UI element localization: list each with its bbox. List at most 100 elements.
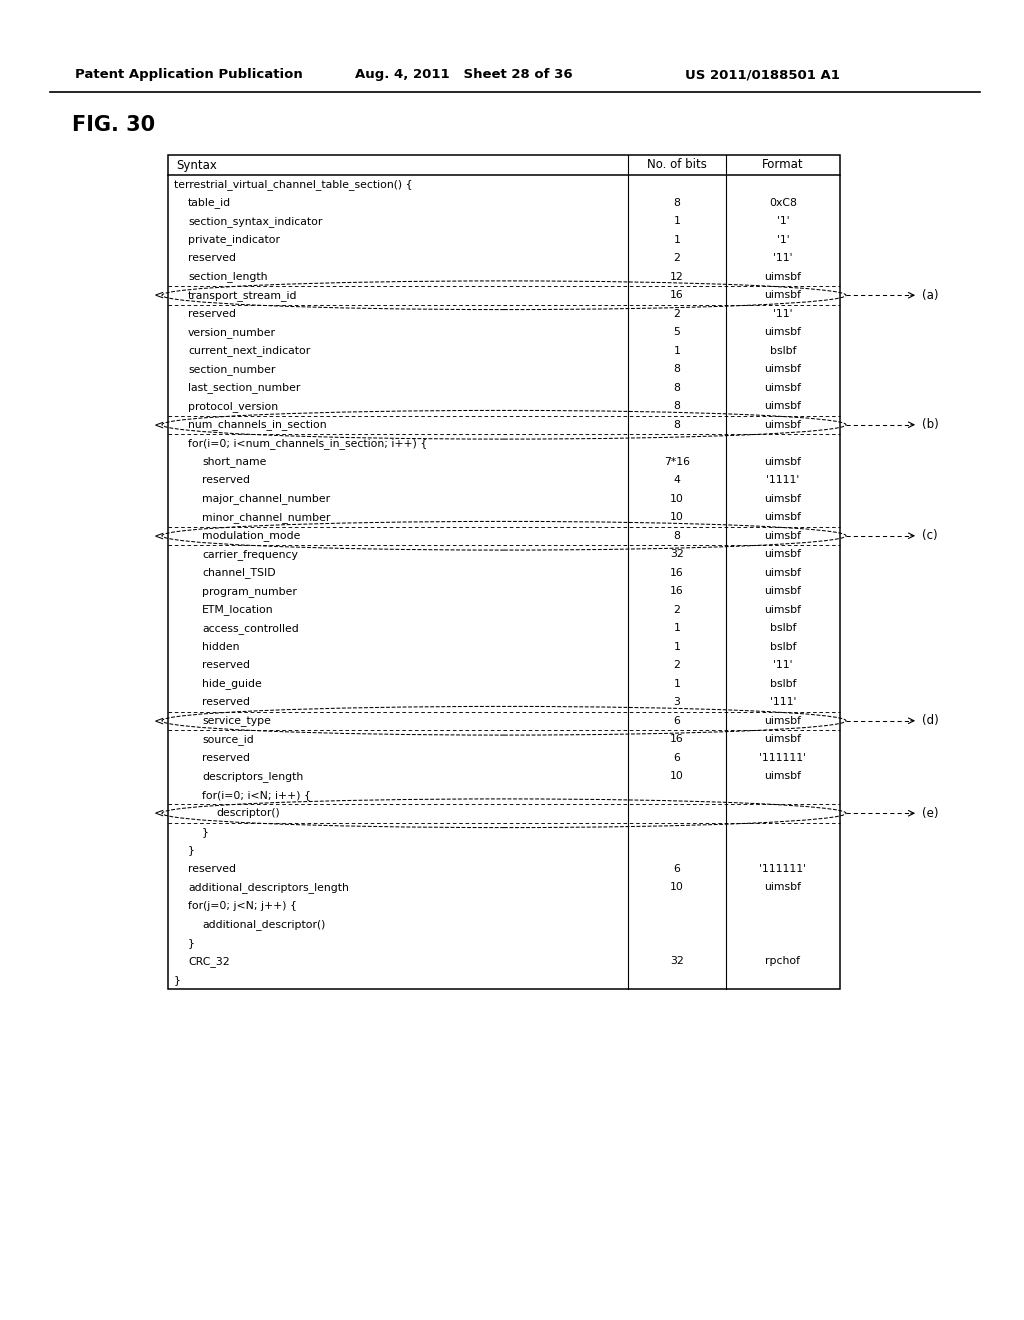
Text: major_channel_number: major_channel_number: [202, 494, 330, 504]
Text: (d): (d): [922, 714, 939, 727]
Text: '111': '111': [770, 697, 797, 708]
Text: uimsbf: uimsbf: [765, 549, 802, 560]
Text: '11': '11': [773, 660, 793, 671]
Text: uimsbf: uimsbf: [765, 512, 802, 523]
Text: version_number: version_number: [188, 327, 276, 338]
Text: num_channels_in_section: num_channels_in_section: [188, 420, 327, 430]
Text: hide_guide: hide_guide: [202, 678, 262, 689]
Text: section_length: section_length: [188, 272, 267, 282]
Text: 32: 32: [670, 549, 684, 560]
Text: table_id: table_id: [188, 197, 231, 209]
Text: No. of bits: No. of bits: [647, 158, 707, 172]
Text: <: <: [154, 807, 164, 820]
Text: '11': '11': [773, 253, 793, 263]
Text: 8: 8: [674, 383, 680, 393]
Text: uimsbf: uimsbf: [765, 586, 802, 597]
Text: 8: 8: [674, 364, 680, 375]
Text: 4: 4: [674, 475, 680, 486]
Text: protocol_version: protocol_version: [188, 401, 279, 412]
Text: section_number: section_number: [188, 364, 275, 375]
Text: 16: 16: [670, 734, 684, 744]
Text: 10: 10: [670, 882, 684, 892]
Text: uimsbf: uimsbf: [765, 290, 802, 300]
Text: minor_channel_number: minor_channel_number: [202, 512, 331, 523]
Text: transport_stream_id: transport_stream_id: [188, 290, 298, 301]
Text: for(j=0; j<N; j++) {: for(j=0; j<N; j++) {: [188, 900, 297, 911]
Text: reserved: reserved: [188, 309, 236, 318]
Text: private_indicator: private_indicator: [188, 234, 280, 246]
Text: section_syntax_indicator: section_syntax_indicator: [188, 215, 323, 227]
Text: terrestrial_virtual_channel_table_section() {: terrestrial_virtual_channel_table_sectio…: [174, 178, 413, 190]
Text: 6: 6: [674, 715, 680, 726]
Text: }: }: [174, 974, 181, 985]
Text: 1: 1: [674, 642, 680, 652]
Text: uimsbf: uimsbf: [765, 327, 802, 337]
Text: rpchof: rpchof: [766, 956, 801, 966]
Text: FIG. 30: FIG. 30: [72, 115, 155, 135]
Text: channel_TSID: channel_TSID: [202, 568, 275, 578]
Text: 0xC8: 0xC8: [769, 198, 797, 207]
Text: for(i=0; i<num_channels_in_section; i++) {: for(i=0; i<num_channels_in_section; i++)…: [188, 438, 427, 449]
Text: US 2011/0188501 A1: US 2011/0188501 A1: [685, 69, 840, 81]
Text: 2: 2: [674, 660, 680, 671]
Text: '1111': '1111': [766, 475, 800, 486]
Text: descriptor(): descriptor(): [216, 808, 280, 818]
Text: uimsbf: uimsbf: [765, 734, 802, 744]
Text: uimsbf: uimsbf: [765, 383, 802, 393]
Text: reserved: reserved: [202, 475, 250, 486]
Text: CRC_32: CRC_32: [188, 956, 229, 966]
Text: 16: 16: [670, 568, 684, 578]
Text: reserved: reserved: [202, 697, 250, 708]
Text: reserved: reserved: [188, 253, 236, 263]
Text: 1: 1: [674, 623, 680, 634]
Text: uimsbf: uimsbf: [765, 715, 802, 726]
Text: bslbf: bslbf: [770, 642, 797, 652]
Text: Format: Format: [762, 158, 804, 172]
Text: uimsbf: uimsbf: [765, 457, 802, 467]
Text: bslbf: bslbf: [770, 678, 797, 689]
Text: (a): (a): [922, 289, 939, 302]
Text: bslbf: bslbf: [770, 346, 797, 356]
Text: uimsbf: uimsbf: [765, 531, 802, 541]
Bar: [168, 154, 840, 989]
Text: modulation_mode: modulation_mode: [202, 531, 300, 541]
Text: short_name: short_name: [202, 457, 266, 467]
Text: uimsbf: uimsbf: [765, 420, 802, 430]
Text: <: <: [154, 529, 164, 543]
Text: reserved: reserved: [202, 660, 250, 671]
Text: '1': '1': [776, 235, 790, 244]
Text: }: }: [202, 826, 209, 837]
Text: (b): (b): [922, 418, 939, 432]
Text: }: }: [188, 845, 195, 855]
Text: for(i=0; i<N; i++) {: for(i=0; i<N; i++) {: [202, 789, 311, 800]
Text: Patent Application Publication: Patent Application Publication: [75, 69, 303, 81]
Text: carrier_frequency: carrier_frequency: [202, 549, 298, 560]
Text: 16: 16: [670, 290, 684, 300]
Text: 2: 2: [674, 605, 680, 615]
Text: 1: 1: [674, 235, 680, 244]
Text: <: <: [154, 289, 164, 302]
Text: uimsbf: uimsbf: [765, 364, 802, 375]
Text: 8: 8: [674, 401, 680, 412]
Text: uimsbf: uimsbf: [765, 771, 802, 781]
Text: 1: 1: [674, 216, 680, 226]
Text: source_id: source_id: [202, 734, 254, 744]
Text: 10: 10: [670, 494, 684, 504]
Text: 2: 2: [674, 309, 680, 318]
Text: uimsbf: uimsbf: [765, 401, 802, 412]
Text: uimsbf: uimsbf: [765, 882, 802, 892]
Text: 16: 16: [670, 586, 684, 597]
Text: 32: 32: [670, 956, 684, 966]
Text: '111111': '111111': [760, 752, 807, 763]
Text: ETM_location: ETM_location: [202, 605, 273, 615]
Text: '1': '1': [776, 216, 790, 226]
Text: 7*16: 7*16: [664, 457, 690, 467]
Text: 10: 10: [670, 771, 684, 781]
Text: 8: 8: [674, 420, 680, 430]
Text: program_number: program_number: [202, 586, 297, 597]
Text: hidden: hidden: [202, 642, 240, 652]
Text: 1: 1: [674, 678, 680, 689]
Text: (e): (e): [922, 807, 939, 820]
Text: 12: 12: [670, 272, 684, 281]
Text: 8: 8: [674, 531, 680, 541]
